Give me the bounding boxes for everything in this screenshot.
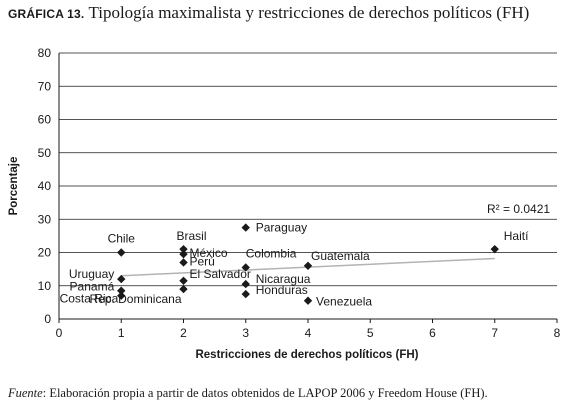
data-point-nicaragua (241, 279, 250, 289)
data-point-peru (179, 258, 188, 267)
data-point-honduras (241, 289, 250, 299)
x-axis-title: Restricciones de derechos políticos (FH) (195, 349, 418, 361)
x-tick-label-0: 0 (56, 326, 63, 340)
data-point-el-salvador (179, 276, 188, 285)
grid-layer (59, 52, 557, 287)
data-point-haiti (490, 244, 499, 254)
data-label-brasil: Brasil (176, 229, 206, 243)
source-label: Fuente (8, 386, 43, 400)
y-tick-label-30: 30 (38, 212, 52, 226)
y-tick-label-80: 80 (38, 46, 52, 60)
data-label-rep-dominicana: Rep. Dominicana (89, 292, 181, 306)
data-label-el-salvador: El Salvador (190, 267, 251, 281)
source-text: : Elaboración propia a partir de datos o… (42, 386, 488, 400)
data-label-costa-rica: Costa Rica (60, 292, 119, 306)
y-tick-label-40: 40 (38, 179, 52, 193)
data-label-peru: Perú (190, 254, 215, 268)
chart-title: GRÁFICA 13. Tipología maximalista y rest… (8, 3, 529, 23)
data-label-uruguay: Uruguay (69, 267, 114, 281)
figure-title: Tipología maximalista y restricciones de… (88, 3, 530, 22)
y-axis-title: Porcentaje (8, 157, 20, 216)
point-layer (117, 223, 499, 305)
data-label-honduras: Honduras (256, 283, 308, 297)
x-tick-label-3: 3 (242, 326, 249, 340)
source-note: Fuente: Elaboración propia a partir de d… (8, 386, 488, 401)
data-point-chile (117, 248, 126, 257)
data-point-panama (117, 286, 126, 295)
x-tick-label-2: 2 (180, 326, 187, 340)
axis-layer: 0 10 20 30 40 50 60 70 80 0 1 2 3 4 5 6 7 8 (38, 46, 561, 340)
data-point-colombia (241, 263, 250, 272)
data-point-guatemala (303, 261, 313, 270)
x-tick-label-1: 1 (118, 326, 125, 340)
y-tick-label-10: 10 (38, 279, 52, 293)
data-label-chile: Chile (108, 232, 136, 246)
data-label-colombia: Colombia (246, 246, 297, 260)
figure-label: GRÁFICA 13. (8, 7, 85, 21)
y-tick-label-0: 0 (44, 312, 51, 326)
data-point-paraguay (241, 223, 250, 232)
data-label-nicaragua: Nicaragua (256, 272, 311, 286)
y-tick-label-70: 70 (38, 79, 52, 93)
x-tick-label-7: 7 (491, 326, 498, 340)
y-tick-label-20: 20 (38, 246, 52, 260)
y-tick-label-60: 60 (38, 113, 52, 127)
x-tick-label-6: 6 (429, 326, 436, 340)
data-label-mexico: México (190, 246, 228, 260)
data-point-mexico (179, 249, 188, 259)
x-tick-label-4: 4 (305, 326, 312, 340)
data-label-haiti: Haití (504, 229, 529, 243)
data-label-guatemala: Guatemala (311, 249, 370, 263)
y-tick-label-50: 50 (38, 146, 52, 160)
data-label-paraguay: Paraguay (256, 221, 307, 235)
data-point-rep-dominicana (179, 284, 188, 294)
data-label-venezuela: Venezuela (316, 295, 372, 309)
data-point-uruguay (117, 274, 126, 284)
x-tick-label-5: 5 (367, 326, 374, 340)
x-tick-label-8: 8 (554, 326, 561, 340)
r-squared-annotation: R² = 0.0421 (487, 202, 550, 216)
data-point-venezuela (303, 296, 313, 305)
data-point-costa-rica (117, 291, 126, 300)
data-point-brasil (179, 244, 188, 254)
data-label-panama: Panamá (70, 280, 115, 294)
